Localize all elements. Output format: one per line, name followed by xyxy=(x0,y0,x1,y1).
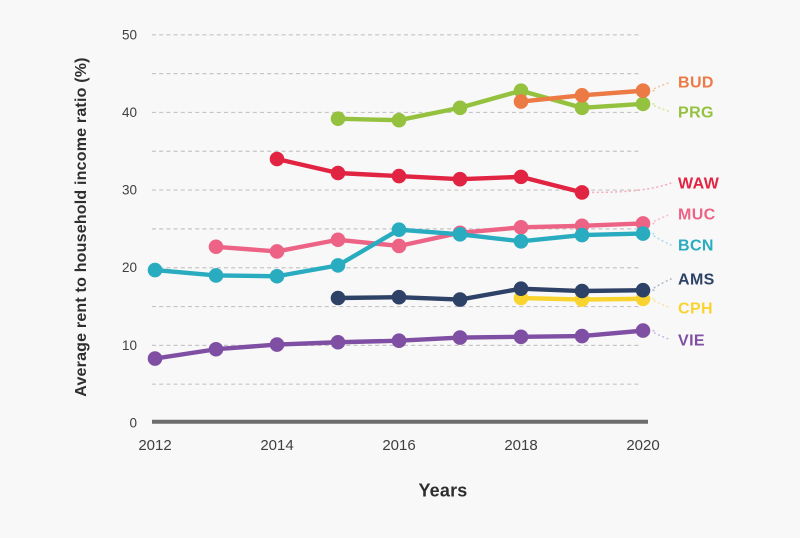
series-VIE-point xyxy=(269,337,285,352)
y-tick-label: 0 xyxy=(129,416,137,431)
series-BCN-point xyxy=(574,227,590,243)
series-PRG-point xyxy=(635,96,651,112)
series-WAW-leader xyxy=(591,182,672,194)
series-PRG-line xyxy=(335,88,646,123)
y-axis-title: Average rent to household income ratio (… xyxy=(73,57,90,397)
series-WAW-point xyxy=(330,165,346,181)
series-BCN-point xyxy=(330,258,346,273)
series-VIE-point xyxy=(574,328,590,344)
series-BUD-point xyxy=(574,88,590,103)
y-tick-label: 40 xyxy=(122,105,137,120)
series-BCN-label: BCN xyxy=(678,238,714,255)
series-MUC-point xyxy=(391,238,407,254)
y-tick-label: 10 xyxy=(122,338,137,353)
y-tick-label: 30 xyxy=(122,183,137,198)
series-AMS-point xyxy=(574,283,590,299)
series-AMS xyxy=(330,281,651,307)
series-BUD-point xyxy=(635,83,651,99)
series-PRG xyxy=(330,83,651,128)
series-AMS-line xyxy=(335,286,646,302)
series-BCN-point xyxy=(269,268,285,284)
series-BCN-point xyxy=(452,227,468,242)
series-MUC-point xyxy=(635,216,651,231)
series-VIE-point xyxy=(513,329,529,345)
series-VIE-leader xyxy=(651,329,672,341)
series-MUC xyxy=(208,216,651,259)
series-WAW-point xyxy=(513,169,529,185)
series-WAW xyxy=(269,151,590,200)
series-VIE xyxy=(147,323,651,366)
series-PRG-label: PRG xyxy=(678,105,714,122)
series-BCN-point xyxy=(208,268,224,283)
series-AMS-point xyxy=(635,282,651,298)
y-tick-labels: 0 10 20 30 40 50 xyxy=(122,27,137,430)
series-AMS-label: AMS xyxy=(678,272,715,289)
y-tick-label: 50 xyxy=(122,27,137,42)
series-PRG-leader xyxy=(651,103,672,113)
series-CPH-leader xyxy=(651,297,672,309)
series-VIE-point xyxy=(147,351,163,366)
series-VIE-label: VIE xyxy=(678,333,705,350)
series-WAW-line xyxy=(274,156,585,195)
series-AMS-point xyxy=(391,289,407,305)
gridlines xyxy=(152,34,640,385)
series-VIE-point xyxy=(391,333,407,349)
series-BCN-point xyxy=(635,226,651,241)
series-PRG-point xyxy=(391,112,407,128)
series-PRG-point xyxy=(574,100,590,116)
x-tick-label: 2012 xyxy=(138,437,171,454)
series-MUC-point xyxy=(208,239,224,255)
series-MUC-line xyxy=(213,221,646,254)
x-tick-label: 2016 xyxy=(382,437,415,454)
series-CPH-label: CPH xyxy=(678,301,713,318)
series-PRG-point xyxy=(330,111,346,126)
series-WAW-label: WAW xyxy=(678,176,720,193)
series-WAW-point xyxy=(452,171,468,187)
series-WAW-point xyxy=(391,168,407,184)
series-BCN-point xyxy=(391,222,407,237)
series-VIE-point xyxy=(452,330,468,345)
x-tick-label: 2020 xyxy=(626,437,659,454)
series-MUC-leader xyxy=(651,213,672,225)
series-AMS-point xyxy=(452,292,468,307)
series-BCN-point xyxy=(147,262,163,278)
series-BUD-point xyxy=(513,94,529,109)
series-MUC-label: MUC xyxy=(678,207,716,224)
x-tick-label: 2014 xyxy=(260,437,293,454)
series-WAW-point xyxy=(269,151,285,167)
series-PRG-point xyxy=(513,83,529,99)
series-BCN xyxy=(147,222,651,284)
series-VIE-point xyxy=(208,341,224,357)
series-AMS-leader xyxy=(651,278,672,292)
series-WAW-point xyxy=(574,185,590,200)
series-BUD-leader xyxy=(651,81,672,92)
x-axis-title: Years xyxy=(418,480,468,501)
series-BUD xyxy=(513,83,651,109)
series-MUC-point xyxy=(269,244,285,259)
x-tick-label: 2018 xyxy=(504,437,537,454)
series-VIE-point xyxy=(635,323,651,338)
x-tick-labels: 2012 2014 2016 2018 2020 xyxy=(138,437,659,454)
series-BUD-label: BUD xyxy=(678,75,714,92)
series-BCN-point xyxy=(513,234,529,249)
y-tick-label: 20 xyxy=(122,260,137,275)
series-PRG-point xyxy=(452,100,468,116)
series-BCN-leader xyxy=(651,232,672,246)
series-AMS-point xyxy=(513,281,529,296)
series-VIE-point xyxy=(330,334,346,350)
series-MUC-point xyxy=(330,232,346,248)
series-MUC-point xyxy=(513,220,529,235)
series-AMS-point xyxy=(330,290,346,306)
